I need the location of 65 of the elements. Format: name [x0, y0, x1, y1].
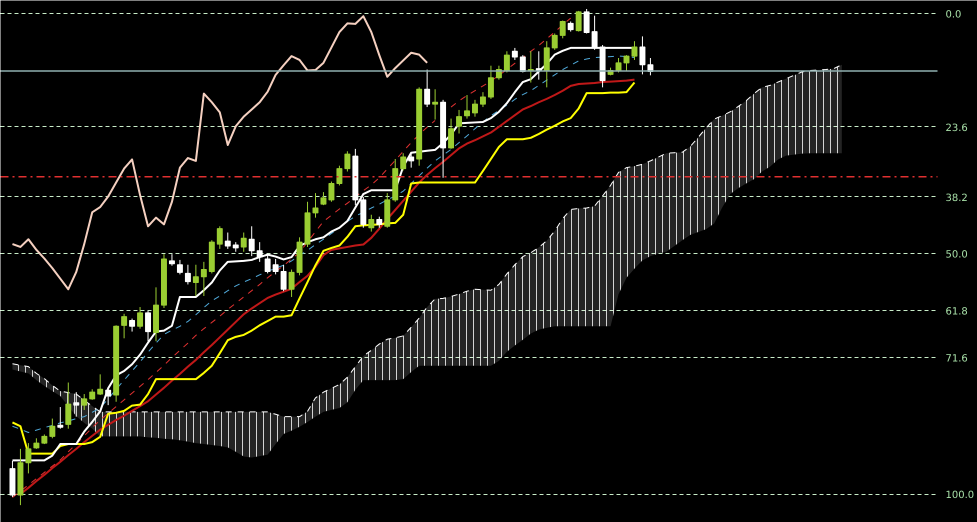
y-tick-label: 61.8 [946, 306, 968, 318]
candlestick [200, 261, 207, 296]
candlestick [520, 54, 526, 73]
line-series [11, 15, 428, 290]
y-tick-label: 71.6 [946, 354, 968, 365]
candlestick [81, 394, 88, 410]
candlestick [464, 94, 470, 120]
candlestick [312, 192, 318, 218]
y-tick-label: 38.2 [946, 192, 968, 204]
candlestick [512, 47, 518, 60]
candlestick [129, 318, 136, 332]
candlestick [456, 109, 462, 134]
y-tick-label: 0.0 [946, 9, 962, 20]
candlestick [632, 40, 638, 60]
candlestick [344, 150, 350, 172]
candlestick [65, 382, 72, 430]
candlestick [25, 442, 32, 474]
candlestick [424, 69, 430, 108]
candlestick [328, 181, 334, 202]
candlestick [168, 254, 175, 266]
candlestick [89, 388, 96, 400]
y-tick-label: 50.0 [946, 250, 968, 261]
candlestick [368, 214, 374, 232]
candlestick [488, 65, 494, 100]
candlestick [584, 8, 590, 34]
candlestick [624, 54, 630, 72]
candlestick [137, 306, 144, 330]
candlestick [408, 152, 414, 168]
candlestick [552, 33, 558, 50]
candlestick [216, 226, 223, 250]
candlestick [184, 264, 191, 285]
candlestick [272, 258, 279, 275]
candlestick [576, 10, 582, 32]
candlestick [33, 438, 40, 450]
candlestick [176, 259, 183, 275]
candlestick [97, 374, 104, 396]
candlestick [288, 269, 295, 298]
candlestick [41, 434, 48, 445]
candlestick [232, 242, 239, 252]
y-tick-label: 100.0 [946, 490, 974, 502]
candlestick [336, 165, 342, 186]
candlestick [480, 92, 486, 108]
candlestick [560, 20, 566, 39]
candlestick [280, 264, 287, 292]
candlestick [240, 232, 247, 252]
candlestick [264, 254, 271, 274]
candlestick [376, 216, 382, 228]
candlestick [49, 418, 56, 439]
candlestick [121, 313, 128, 339]
candlestick [224, 232, 231, 250]
candlestick [448, 118, 454, 150]
candlestick [504, 50, 510, 73]
candlestick [320, 192, 326, 206]
candlestick [400, 152, 406, 172]
candlestick [145, 310, 151, 342]
y-tick-label: 23.6 [946, 122, 968, 134]
candlestick [192, 264, 199, 296]
candlestick [472, 99, 478, 118]
candlestick [57, 406, 64, 430]
candlestick [432, 88, 438, 120]
candlestick [105, 386, 112, 406]
candlestick [568, 20, 574, 32]
candlestick [256, 242, 263, 262]
candlestick [248, 226, 255, 257]
candlestick [639, 36, 646, 75]
